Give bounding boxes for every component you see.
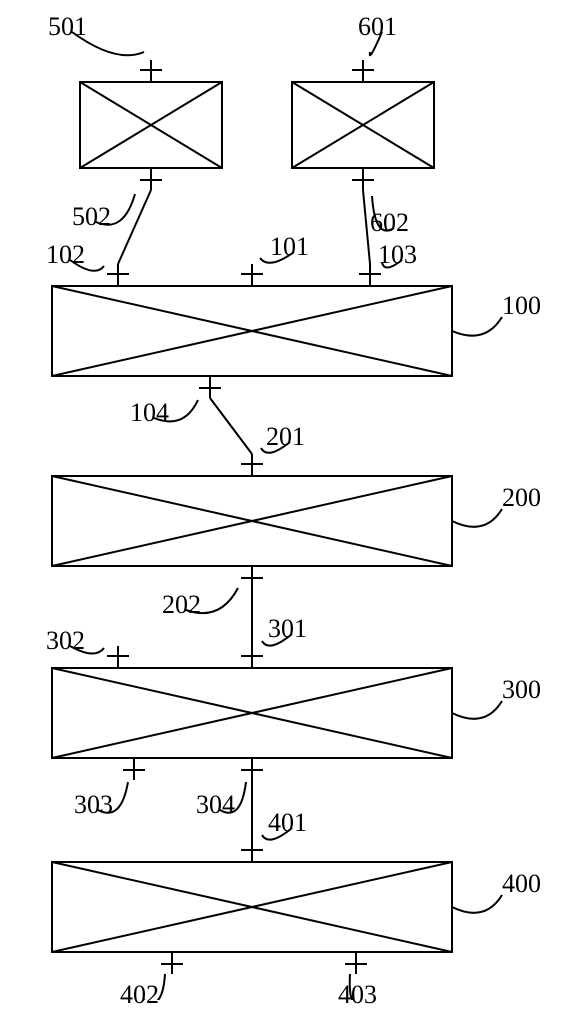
block-label-300: 300 xyxy=(502,675,541,705)
port-label-303: 303 xyxy=(74,790,113,820)
port-label-202: 202 xyxy=(162,590,201,620)
port-label-101: 101 xyxy=(270,232,309,262)
port-label-403: 403 xyxy=(338,980,377,1010)
port-label-601: 601 xyxy=(358,12,397,42)
port-label-201: 201 xyxy=(266,422,305,452)
leader-100 xyxy=(452,317,502,336)
port-label-302: 302 xyxy=(46,626,85,656)
port-label-501: 501 xyxy=(48,12,87,42)
port-label-401: 401 xyxy=(268,808,307,838)
port-label-502: 502 xyxy=(72,202,111,232)
port-label-602: 602 xyxy=(370,208,409,238)
diagram-canvas xyxy=(0,0,567,1000)
block-label-200: 200 xyxy=(502,483,541,513)
block-label-400: 400 xyxy=(502,869,541,899)
port-label-102: 102 xyxy=(46,240,85,270)
port-label-304: 304 xyxy=(196,790,235,820)
leader-200 xyxy=(452,509,502,527)
block-label-100: 100 xyxy=(502,291,541,321)
port-label-301: 301 xyxy=(268,614,307,644)
port-label-104: 104 xyxy=(130,398,169,428)
leader-400 xyxy=(452,895,502,913)
port-label-103: 103 xyxy=(378,240,417,270)
leader-300 xyxy=(452,701,502,719)
port-label-402: 402 xyxy=(120,980,159,1010)
